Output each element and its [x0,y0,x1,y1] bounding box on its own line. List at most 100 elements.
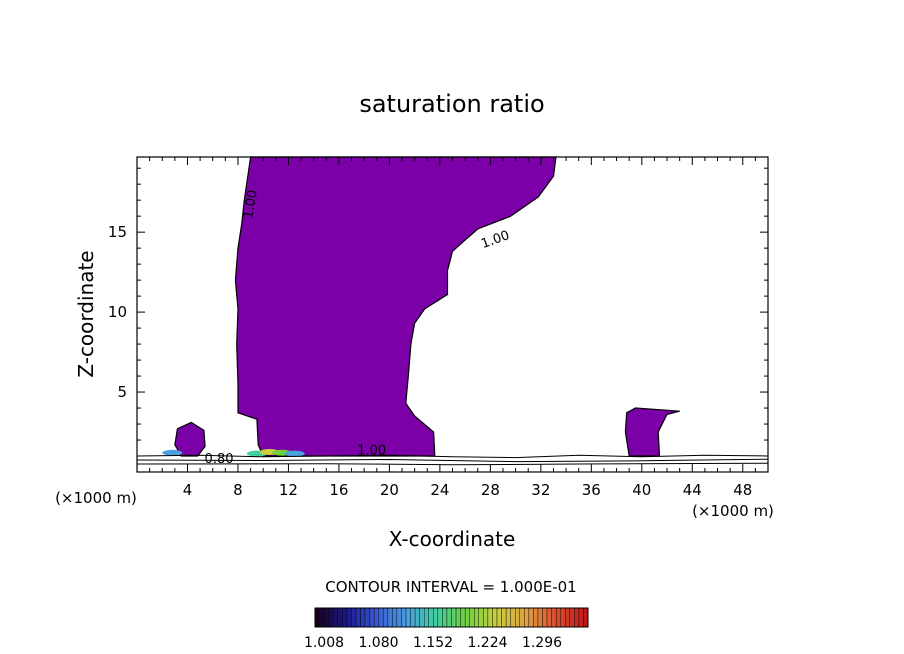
colorbar [314,607,589,628]
x-tick-label: 48 [733,481,752,499]
colorbar-swatch [369,607,375,628]
colorbar-swatch [373,607,379,628]
colorbar-swatch [492,607,498,628]
colorbar-tick-label: 1.008 [304,635,344,651]
colorbar-swatch [537,607,543,628]
colorbar-swatch [524,607,530,628]
colorbar-swatch [464,607,470,628]
high-saturation-spot [284,450,305,457]
colorbar-swatch [346,607,352,628]
colorbar-swatch [546,607,552,628]
colorbar-swatch [392,607,398,628]
contour-label: 0.80 [205,452,234,467]
colorbar-swatch [528,607,534,628]
colorbar-swatch [474,607,480,628]
x-tick-label: 28 [481,481,500,499]
colorbar-swatch [542,607,548,628]
colorbar-swatch [505,607,511,628]
colorbar-swatch [351,607,357,628]
x-unit-right: (×1000 m) [692,502,774,520]
colorbar-swatch [578,607,584,628]
colorbar-swatch [555,607,561,628]
colorbar-swatch [360,607,366,628]
chart-title: saturation ratio [359,90,544,118]
y-axis-label: Z-coordinate [74,250,98,377]
contour-label: 1.00 [357,443,386,458]
colorbar-swatch [551,607,557,628]
colorbar-tick-label: 1.080 [358,635,398,651]
colorbar-swatch [519,607,525,628]
colorbar-tick-label: 1.296 [522,635,562,651]
contour-line [136,462,769,466]
colorbar-swatch [428,607,434,628]
main-saturation-region [234,156,557,457]
colorbar-swatch [405,607,411,628]
colorbar-swatch [533,607,539,628]
x-tick-label: 8 [233,481,243,499]
colorbar-swatch [424,607,429,628]
colorbar-swatch [574,607,580,628]
colorbar-swatch [401,607,407,628]
colorbar-swatch [565,607,571,628]
colorbar-swatch [442,607,448,628]
colorbar-swatch [314,607,320,628]
x-axis-label: X-coordinate [389,527,516,551]
contour-lines [136,454,769,466]
colorbar-swatch [455,607,461,628]
colorbar-swatch [460,607,466,628]
x-tick-label: 32 [531,481,550,499]
colorbar-swatch [383,607,389,628]
saturation-regions [162,156,680,457]
contour-interval-text: CONTOUR INTERVAL = 1.000E-01 [325,578,576,596]
colorbar-swatch [396,607,402,628]
colorbar-swatch [419,607,425,628]
colorbar-swatch [364,607,370,628]
colorbar-labels: 1.008 1.080 1.152 1.224 1.296 [304,635,562,651]
x-tick-label: 20 [380,481,399,499]
colorbar-swatch [378,607,384,628]
colorbar-swatch [569,607,575,628]
colorbar-swatch [515,607,520,628]
colorbar-swatch [387,607,393,628]
colorbar-swatch [487,607,493,628]
colorbar-swatch [469,607,475,628]
colorbar-swatch [437,607,443,628]
colorbar-swatch [496,607,502,628]
y-tick-label: 10 [108,303,127,321]
x-tick-label: 12 [279,481,298,499]
contour-label: 1.00 [241,189,261,220]
colorbar-frame [314,607,589,628]
x-axis-ticks: 4 8 12 16 20 24 28 32 36 40 44 48 [149,157,756,499]
high-saturation-spot [162,449,183,456]
colorbar-swatch [355,607,361,628]
colorbar-swatch [483,607,489,628]
small-saturation-region [174,421,206,457]
colorbar-swatch [446,607,452,628]
colorbar-swatch [560,607,566,628]
x-tick-label: 24 [430,481,449,499]
x-tick-label: 40 [632,481,651,499]
colorbar-swatch [328,607,334,628]
colorbar-swatch [337,607,343,628]
y-tick-label: 15 [108,223,127,241]
colorbar-swatch [501,607,507,628]
y-axis-ticks: 5 10 15 [108,167,768,457]
x-unit-left: (×1000 m) [55,489,137,507]
colorbar-swatch [451,607,457,628]
contour-line [136,458,769,463]
colorbar-swatch [414,607,420,628]
colorbar-swatch [342,607,348,628]
x-tick-label: 36 [582,481,601,499]
colorbar-tick-label: 1.224 [467,635,507,651]
x-tick-label: 4 [183,481,193,499]
colorbar-swatch [433,607,439,628]
colorbar-swatch [323,607,329,628]
colorbar-swatch [510,607,516,628]
colorbar-swatch [333,607,338,628]
colorbar-swatch [478,607,484,628]
colorbar-tick-label: 1.152 [413,635,453,651]
x-tick-label: 44 [683,481,702,499]
side-saturation-region [624,407,680,457]
colorbar-swatch [410,607,416,628]
